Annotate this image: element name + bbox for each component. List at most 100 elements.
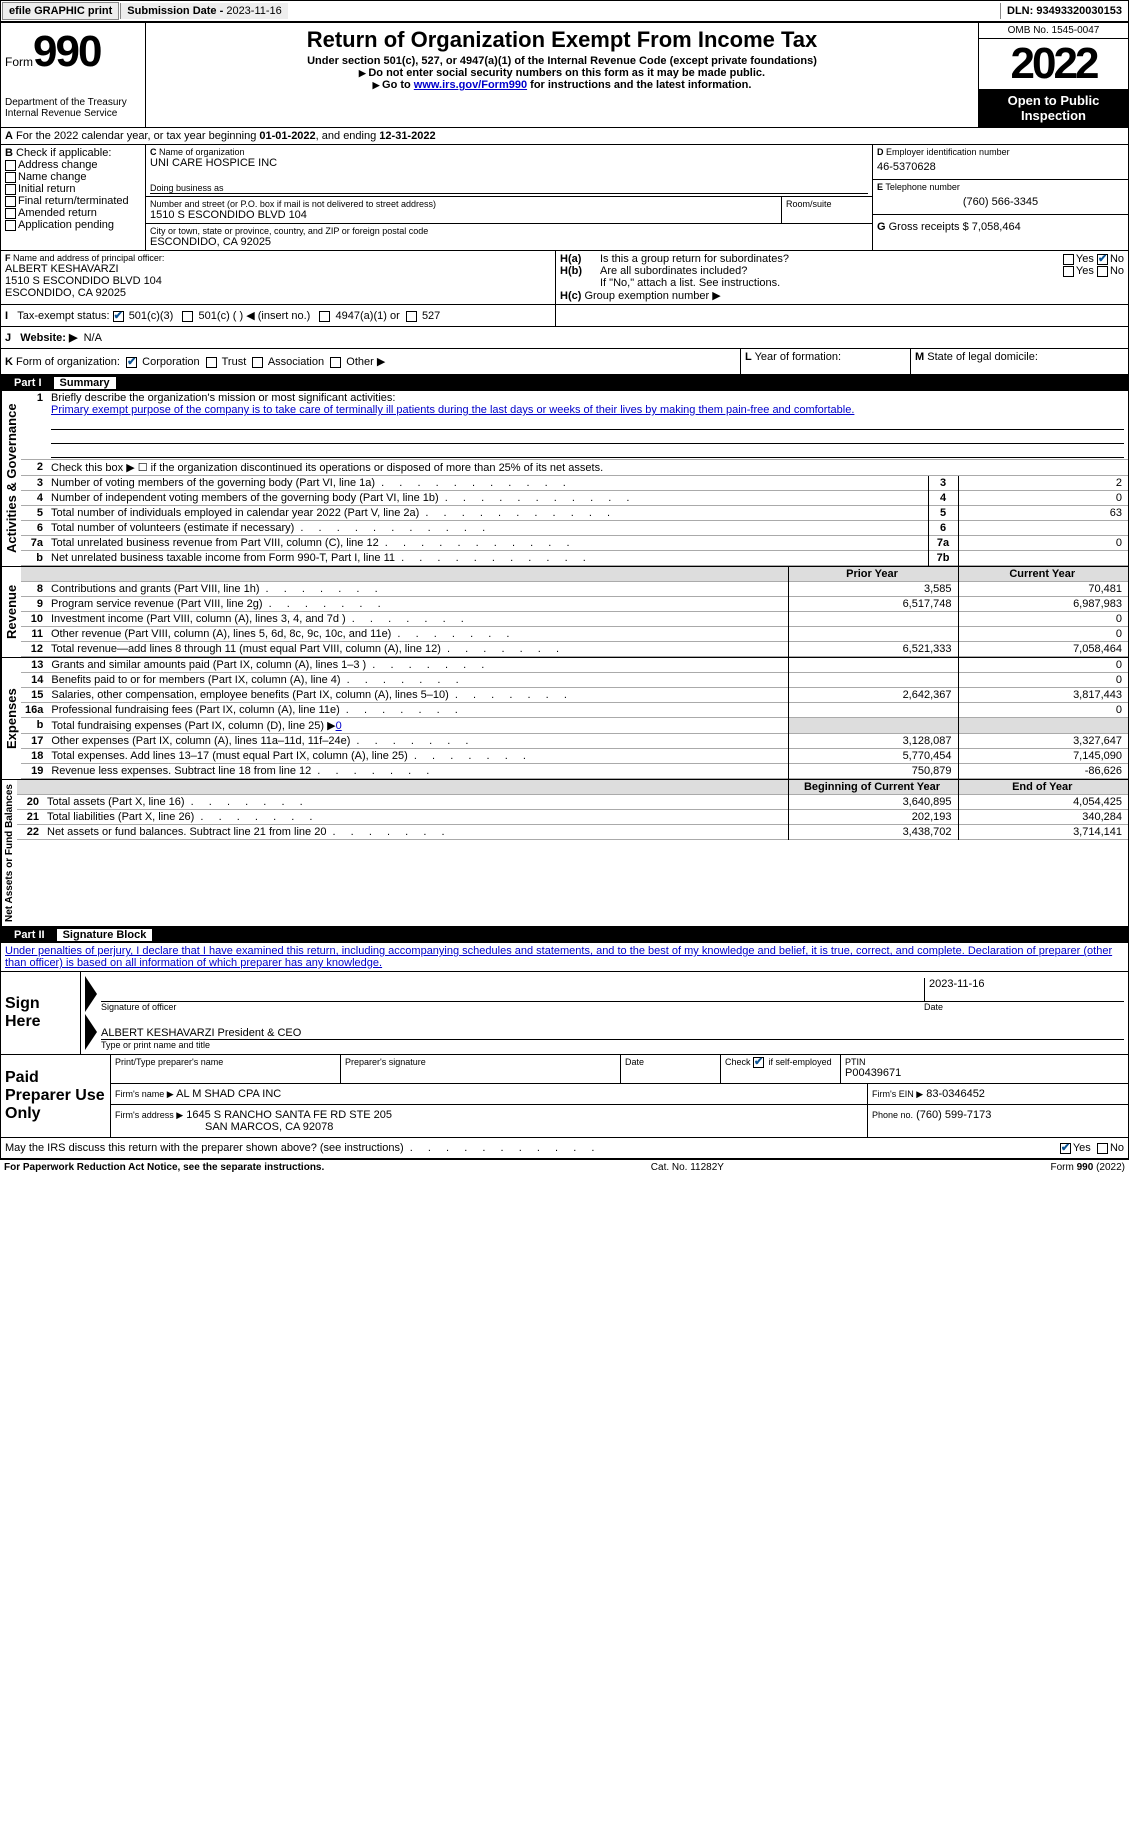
submission-date-label: Submission Date - 2023-11-16 bbox=[120, 3, 287, 19]
entity-block: B Check if applicable: Address change Na… bbox=[0, 145, 1129, 251]
line-row: bNet unrelated business taxable income f… bbox=[21, 551, 1128, 566]
street: 1510 S ESCONDIDO BLVD 104 bbox=[150, 209, 777, 221]
checkbox-hb-no[interactable] bbox=[1097, 266, 1108, 277]
section-f: F Name and address of principal officer:… bbox=[1, 251, 556, 304]
form-title: Return of Organization Exempt From Incom… bbox=[150, 27, 974, 53]
sign-here-block: Sign Here 2023-11-16 Signature of office… bbox=[0, 972, 1129, 1055]
section-activities-governance: Activities & Governance 1 Briefly descri… bbox=[0, 391, 1129, 567]
website: N/A bbox=[84, 332, 102, 344]
part-2-header: Part IISignature Block bbox=[0, 927, 1129, 943]
checkbox-discuss-yes[interactable] bbox=[1060, 1143, 1071, 1154]
tax-year: 2022 bbox=[979, 39, 1128, 89]
checkbox-amended-return[interactable] bbox=[5, 208, 16, 219]
line-row: 12Total revenue—add lines 8 through 11 (… bbox=[21, 642, 1128, 657]
form-subtitle-3: Go to www.irs.gov/Form990 for instructio… bbox=[150, 79, 974, 91]
checkbox-4947[interactable] bbox=[319, 311, 330, 322]
line-1-mission[interactable]: Primary exempt purpose of the company is… bbox=[51, 404, 854, 416]
section-net-assets: Net Assets or Fund Balances Beginning of… bbox=[0, 780, 1129, 927]
checkbox-trust[interactable] bbox=[206, 357, 217, 368]
checkbox-501c3[interactable] bbox=[113, 311, 124, 322]
section-d-e-g: D Employer identification number 46-5370… bbox=[873, 145, 1128, 250]
line-row: 22Net assets or fund balances. Subtract … bbox=[17, 825, 1128, 840]
firm-addr2: SAN MARCOS, CA 92078 bbox=[205, 1121, 333, 1133]
checkbox-address-change[interactable] bbox=[5, 160, 16, 171]
checkbox-discuss-no[interactable] bbox=[1097, 1143, 1108, 1154]
checkbox-application-pending[interactable] bbox=[5, 220, 16, 231]
firm-addr1: 1645 S RANCHO SANTA FE RD STE 205 bbox=[186, 1109, 392, 1121]
line-row: 19Revenue less expenses. Subtract line 1… bbox=[21, 764, 1128, 779]
officer-addr2: ESCONDIDO, CA 92025 bbox=[5, 287, 551, 299]
part-1-header: Part ISummary bbox=[0, 375, 1129, 391]
line-row: 7aTotal unrelated business revenue from … bbox=[21, 536, 1128, 551]
paid-preparer-block: Paid Preparer Use Only Print/Type prepar… bbox=[0, 1055, 1129, 1138]
i-j-row: I Tax-exempt status: 501(c)(3) 501(c) ( … bbox=[0, 305, 1129, 327]
officer-addr1: 1510 S ESCONDIDO BLVD 104 bbox=[5, 275, 551, 287]
city: ESCONDIDO, CA 92025 bbox=[150, 236, 868, 248]
checkbox-ha-yes[interactable] bbox=[1063, 254, 1074, 265]
vlabel-ag: Activities & Governance bbox=[1, 391, 21, 566]
checkbox-527[interactable] bbox=[406, 311, 417, 322]
section-expenses: Expenses 13Grants and similar amounts pa… bbox=[0, 658, 1129, 780]
vlabel-rev: Revenue bbox=[1, 567, 21, 657]
city-label: City or town, state or province, country… bbox=[150, 226, 868, 236]
f-h-block: F Name and address of principal officer:… bbox=[0, 251, 1129, 305]
line-row: 11Other revenue (Part VIII, column (A), … bbox=[21, 627, 1128, 642]
signature-arrow-icon bbox=[85, 976, 97, 1012]
firm-phone: (760) 599-7173 bbox=[916, 1109, 991, 1121]
firm-name: AL M SHAD CPA INC bbox=[176, 1088, 281, 1100]
footer-pra: For Paperwork Reduction Act Notice, see … bbox=[4, 1162, 324, 1173]
officer-name: ALBERT KESHAVARZI bbox=[5, 263, 551, 275]
discuss-row: May the IRS discuss this return with the… bbox=[0, 1138, 1129, 1159]
line-row: 18Total expenses. Add lines 13–17 (must … bbox=[21, 749, 1128, 764]
paid-preparer-label: Paid Preparer Use Only bbox=[1, 1055, 111, 1137]
h-note: If "No," attach a list. See instructions… bbox=[560, 277, 1124, 289]
dept-label: Department of the Treasury bbox=[5, 97, 141, 108]
sign-date: 2023-11-16 bbox=[924, 978, 1124, 1001]
line-1-intro: Briefly describe the organization's miss… bbox=[51, 392, 395, 404]
open-to-public: Open to Public Inspection bbox=[979, 89, 1128, 127]
efile-print-button[interactable]: efile GRAPHIC print bbox=[2, 2, 119, 20]
checkbox-initial-return[interactable] bbox=[5, 184, 16, 195]
sig-officer-label: Signature of officer bbox=[101, 1002, 924, 1012]
line-row: 4Number of independent voting members of… bbox=[21, 491, 1128, 506]
officer-type-name: ALBERT KESHAVARZI President & CEO bbox=[101, 1027, 1124, 1040]
firm-ein: 83-0346452 bbox=[926, 1088, 985, 1100]
checkbox-self-employed[interactable] bbox=[753, 1057, 764, 1068]
penalties-text: Under penalties of perjury, I declare th… bbox=[0, 943, 1129, 972]
gross-receipts: 7,058,464 bbox=[972, 221, 1021, 233]
vlabel-exp: Expenses bbox=[1, 658, 21, 779]
irs-link[interactable]: www.irs.gov/Form990 bbox=[414, 79, 527, 91]
org-name: UNI CARE HOSPICE INC bbox=[150, 157, 868, 169]
irs-label: Internal Revenue Service bbox=[5, 108, 141, 119]
form-subtitle-1: Under section 501(c), 527, or 4947(a)(1)… bbox=[150, 55, 974, 67]
checkbox-other[interactable] bbox=[330, 357, 341, 368]
line-row: 9Program service revenue (Part VIII, lin… bbox=[21, 597, 1128, 612]
signature-arrow-icon-2 bbox=[85, 1014, 97, 1050]
checkbox-assoc[interactable] bbox=[252, 357, 263, 368]
line-row: 13Grants and similar amounts paid (Part … bbox=[21, 658, 1128, 673]
line-row: 10Investment income (Part VIII, column (… bbox=[21, 612, 1128, 627]
dln: DLN: 93493320030153 bbox=[1000, 3, 1128, 19]
row-j: J Website: ▶ N/A bbox=[0, 327, 1129, 349]
footer-cat: Cat. No. 11282Y bbox=[651, 1162, 724, 1173]
checkbox-final-return[interactable] bbox=[5, 196, 16, 207]
line-row: 16aProfessional fundraising fees (Part I… bbox=[21, 703, 1128, 718]
checkbox-corp[interactable] bbox=[126, 357, 137, 368]
section-c: C Name of organization UNI CARE HOSPICE … bbox=[146, 145, 873, 250]
telephone: (760) 566-3345 bbox=[877, 192, 1124, 212]
line-row: 5Total number of individuals employed in… bbox=[21, 506, 1128, 521]
checkbox-501c[interactable] bbox=[182, 311, 193, 322]
checkbox-name-change[interactable] bbox=[5, 172, 16, 183]
line-row: 17Other expenses (Part IX, column (A), l… bbox=[21, 734, 1128, 749]
line-row: 14Benefits paid to or for members (Part … bbox=[21, 673, 1128, 688]
dba-label: Doing business as bbox=[150, 183, 868, 194]
row-a-tax-year: A For the 2022 calendar year, or tax yea… bbox=[0, 128, 1129, 145]
line-row: 20Total assets (Part X, line 16)3,640,89… bbox=[17, 795, 1128, 810]
line-row: 15Salaries, other compensation, employee… bbox=[21, 688, 1128, 703]
section-revenue: Revenue Prior YearCurrent Year 8Contribu… bbox=[0, 567, 1129, 658]
form-subtitle-2: Do not enter social security numbers on … bbox=[150, 67, 974, 79]
omb-number: OMB No. 1545-0047 bbox=[979, 23, 1128, 39]
line-row: 3Number of voting members of the governi… bbox=[21, 476, 1128, 491]
checkbox-hb-yes[interactable] bbox=[1063, 266, 1074, 277]
checkbox-ha-no[interactable] bbox=[1097, 254, 1108, 265]
